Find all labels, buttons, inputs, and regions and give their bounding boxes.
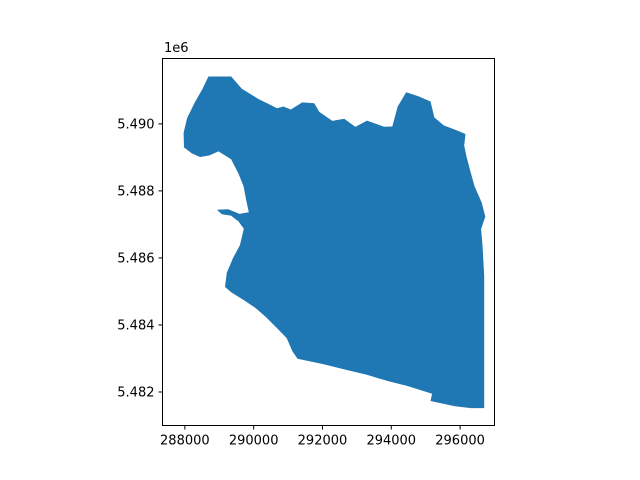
y-axis-ticks: 5.482 5.484 5.486 5.488 5.490 — [117, 117, 163, 400]
map-polygon-1 — [183, 76, 486, 409]
y-tick-label: 5.482 — [117, 385, 154, 400]
x-tick-label: 288000 — [160, 434, 210, 449]
map-polygon-layer — [183, 76, 486, 409]
y-tick-label: 5.490 — [117, 117, 154, 132]
x-tick-label: 294000 — [366, 434, 416, 449]
y-tick-label: 5.486 — [117, 251, 154, 266]
x-axis-ticks: 288000 290000 292000 294000 296000 — [160, 425, 485, 449]
y-offset-label: 1e6 — [164, 41, 189, 56]
axes-frame — [162, 58, 495, 426]
y-tick-label: 5.488 — [117, 184, 154, 199]
x-tick-label: 290000 — [229, 434, 279, 449]
x-tick-label: 296000 — [435, 434, 485, 449]
x-tick-label: 292000 — [298, 434, 348, 449]
y-tick-label: 5.484 — [117, 318, 154, 333]
